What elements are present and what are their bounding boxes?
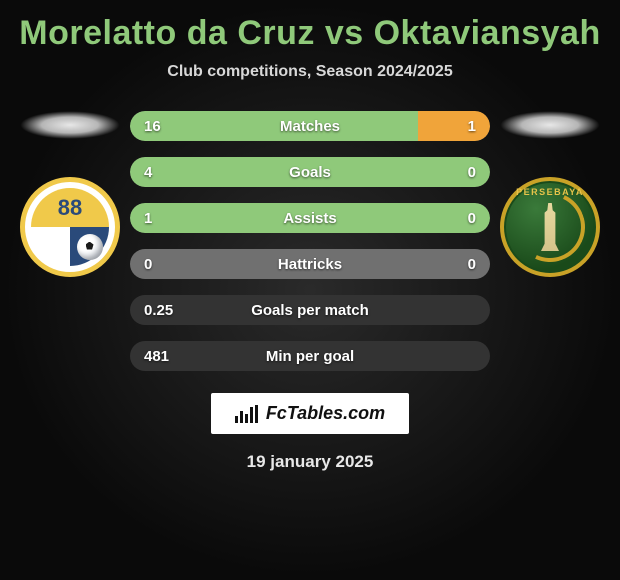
watermark-text: FcTables.com — [266, 403, 385, 424]
stat-label: Assists — [130, 210, 490, 227]
snapshot-date: 19 january 2025 — [247, 452, 374, 472]
page-title: Morelatto da Cruz vs Oktaviansyah — [19, 14, 600, 53]
stat-bar: 10Assists — [130, 203, 490, 233]
stat-label: Goals per match — [130, 302, 490, 319]
comparison-row: 88 161Matches 40Goals 10Assists 00Hattricks… — [0, 111, 620, 371]
stat-bar: 161Matches — [130, 111, 490, 141]
badge-a-number: 88 — [31, 188, 109, 227]
stats-bars: 161Matches 40Goals 10Assists 00Hattricks 0.2… — [130, 111, 490, 371]
player-a-silhouette-shadow — [20, 111, 120, 139]
stat-label: Hattricks — [130, 256, 490, 273]
bar-chart-icon — [235, 405, 258, 423]
soccer-ball-icon — [77, 234, 103, 260]
stat-bar: 481Min per goal — [130, 341, 490, 371]
stat-label: Goals — [130, 164, 490, 181]
player-a-side: 88 — [10, 111, 130, 277]
stat-bar: 0.25Goals per match — [130, 295, 490, 325]
subtitle: Club competitions, Season 2024/2025 — [167, 63, 452, 81]
player-b-silhouette-shadow — [500, 111, 600, 139]
stat-bar: 40Goals — [130, 157, 490, 187]
stat-label: Matches — [130, 118, 490, 135]
stat-label: Min per goal — [130, 348, 490, 365]
player-b-club-badge: PERSEBAYA — [500, 177, 600, 277]
stat-bar: 00Hattricks — [130, 249, 490, 279]
player-b-side: PERSEBAYA — [490, 111, 610, 277]
player-a-club-badge: 88 — [20, 177, 120, 277]
source-watermark: FcTables.com — [211, 393, 409, 434]
